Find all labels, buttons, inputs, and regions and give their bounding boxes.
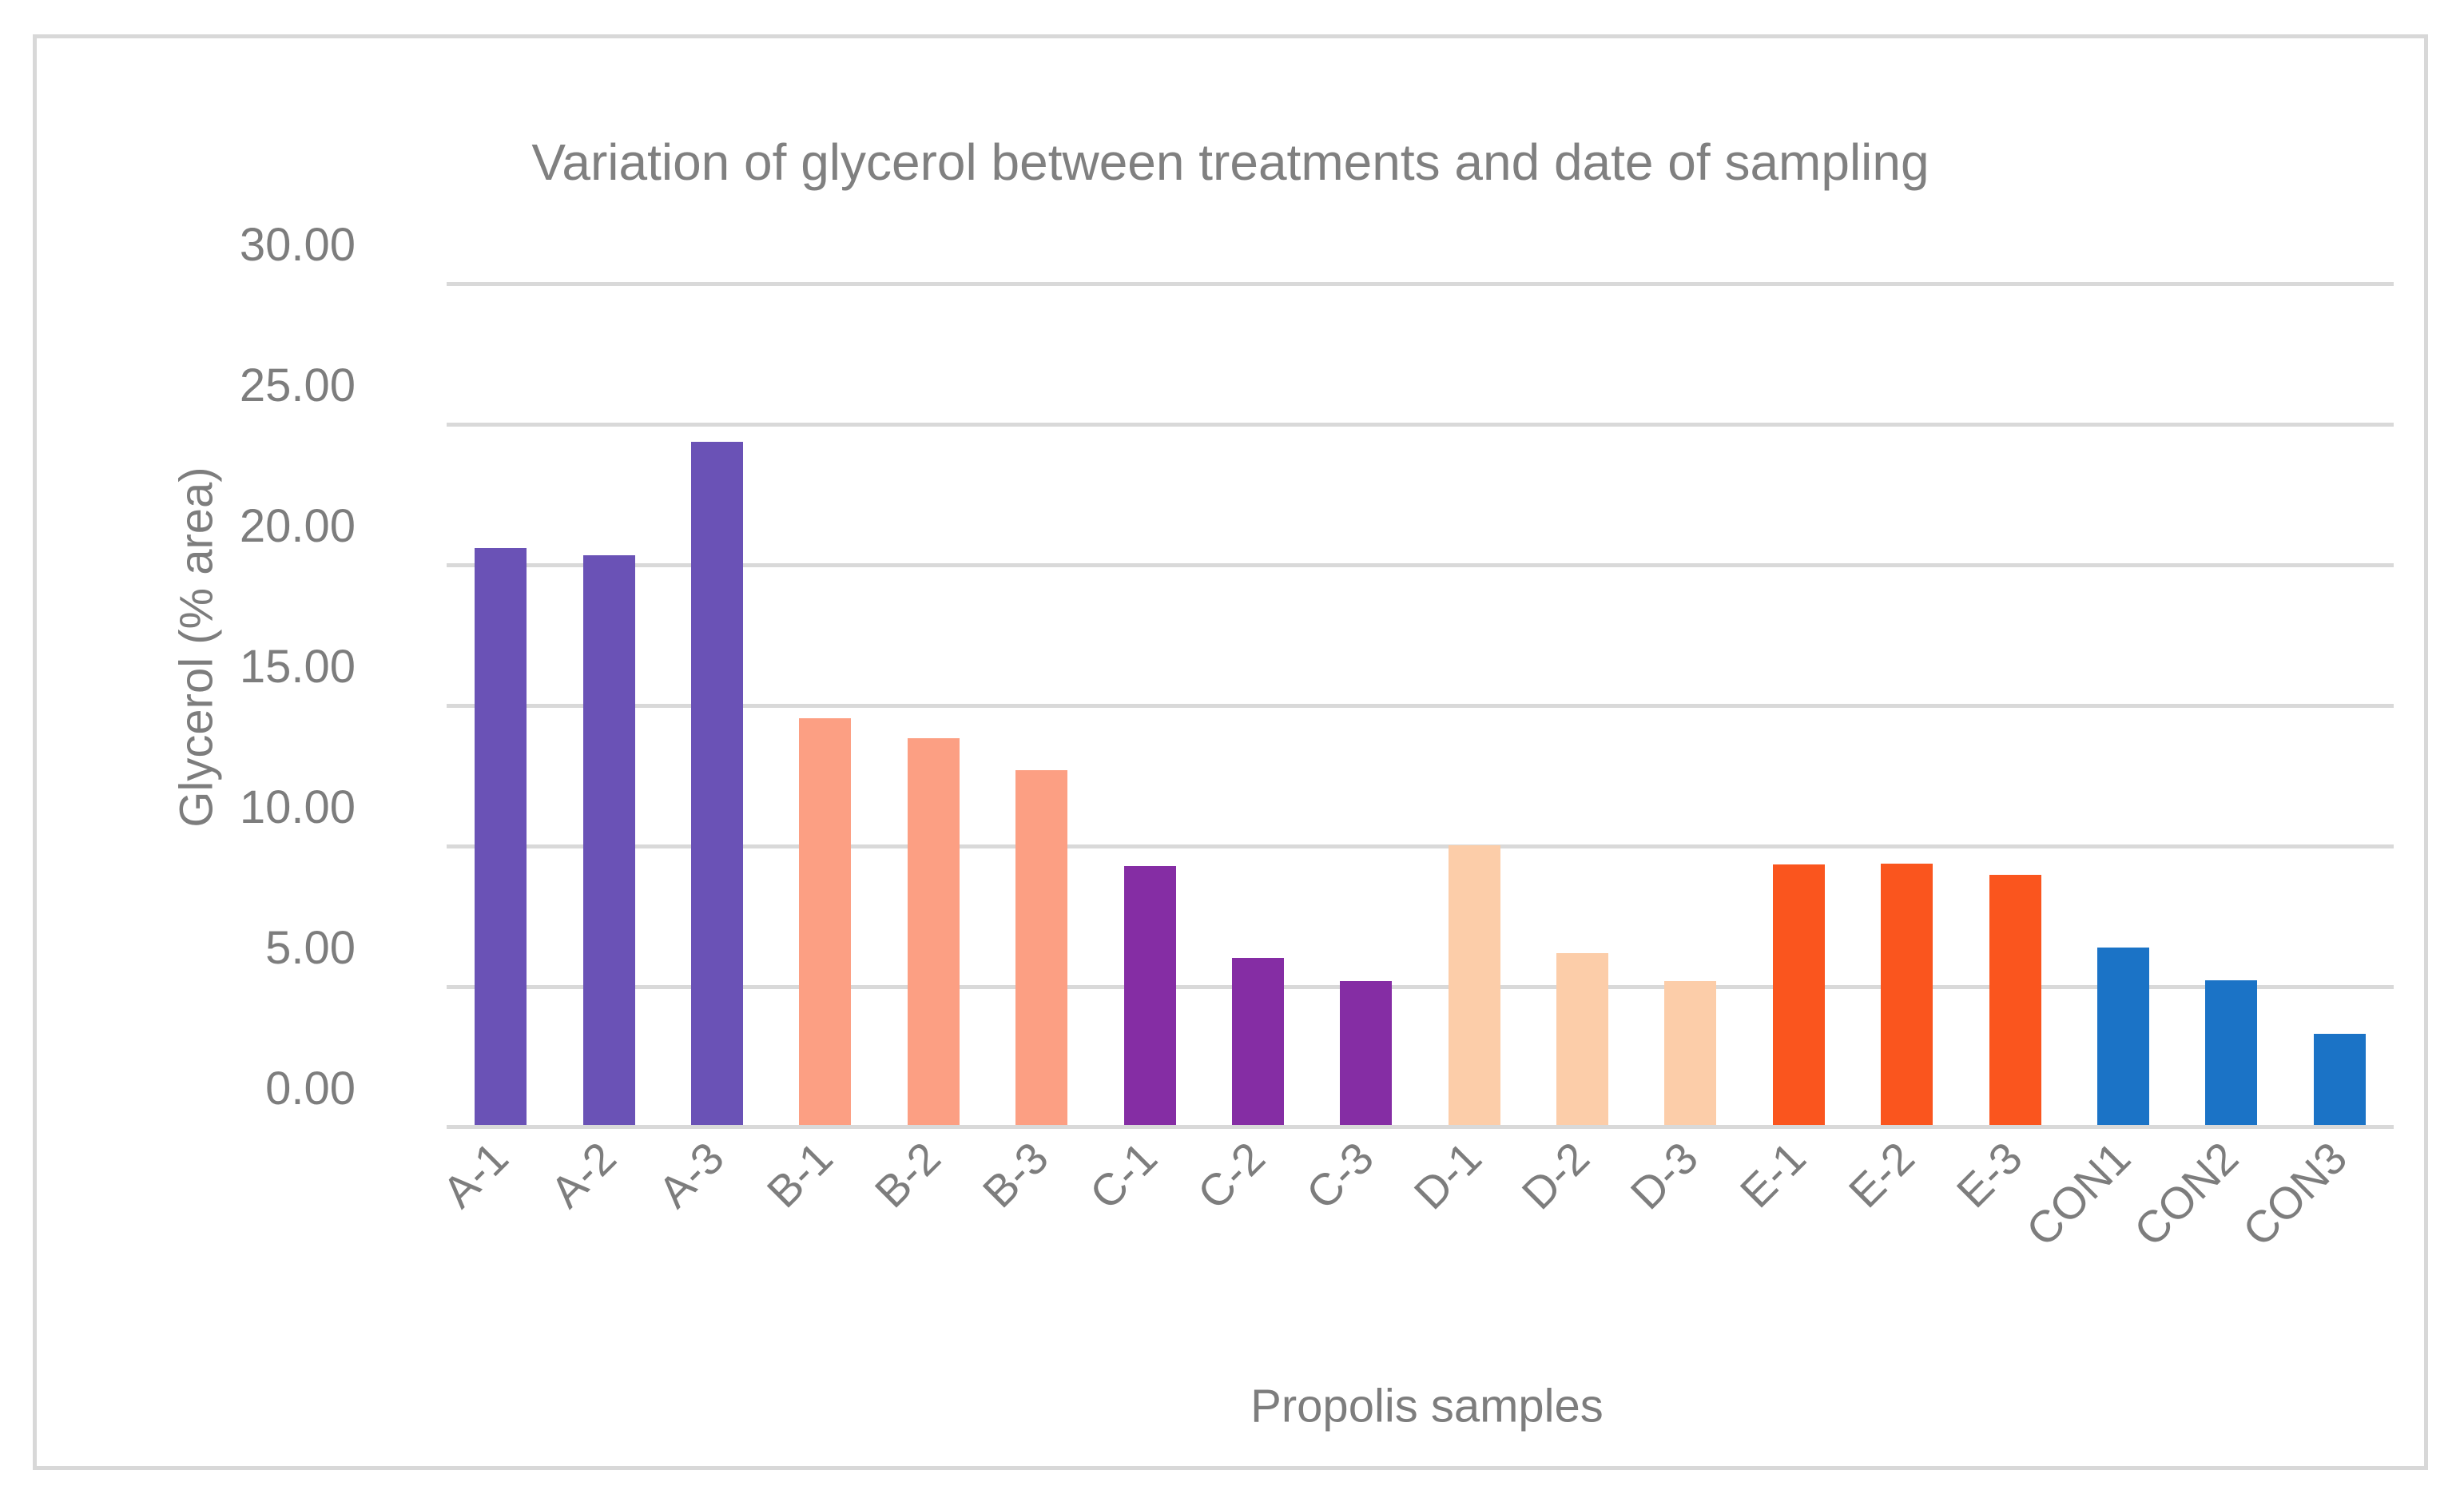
bar-a-2 (582, 555, 635, 1125)
ytick-10.00: 10.00 (239, 781, 356, 833)
chart-frame: Variation of glycerol between treatments… (33, 34, 2428, 1470)
bar-e-3 (1989, 874, 2041, 1125)
bar-con3 (2313, 1033, 2366, 1125)
x-axis-title: Propolis samples (1250, 1380, 1604, 1432)
gridline-5 (447, 985, 2394, 989)
gridline-15 (447, 704, 2394, 708)
bar-a-1 (475, 548, 527, 1125)
bar-b-3 (1015, 770, 1068, 1125)
ytick-0.00: 0.00 (265, 1063, 356, 1115)
x-axis-line (447, 1125, 2394, 1129)
ytick-15.00: 15.00 (239, 641, 356, 693)
bar-con2 (2205, 979, 2258, 1125)
bar-a-3 (690, 441, 743, 1125)
plot-area (447, 282, 2394, 1129)
bar-c-3 (1340, 981, 1393, 1125)
gridline-25 (447, 423, 2394, 427)
bar-c-1 (1123, 866, 1176, 1125)
gridline-20 (447, 563, 2394, 567)
chart-title: Variation of glycerol between treatments… (531, 133, 1929, 191)
bar-c-2 (1231, 957, 1284, 1125)
bar-e-2 (1881, 863, 1933, 1125)
bar-b-1 (799, 718, 852, 1125)
ytick-30.00: 30.00 (239, 219, 356, 271)
bar-d-3 (1664, 981, 1717, 1125)
bar-con1 (2097, 948, 2150, 1125)
bar-e-1 (1772, 864, 1825, 1125)
ytick-25.00: 25.00 (239, 360, 356, 411)
ytick-5.00: 5.00 (265, 922, 356, 974)
ytick-20.00: 20.00 (239, 500, 356, 552)
bar-d-1 (1448, 844, 1500, 1125)
gridline-30 (447, 282, 2394, 286)
gridline-10 (447, 844, 2394, 848)
bar-d-2 (1556, 953, 1609, 1125)
bar-b-2 (907, 738, 960, 1125)
